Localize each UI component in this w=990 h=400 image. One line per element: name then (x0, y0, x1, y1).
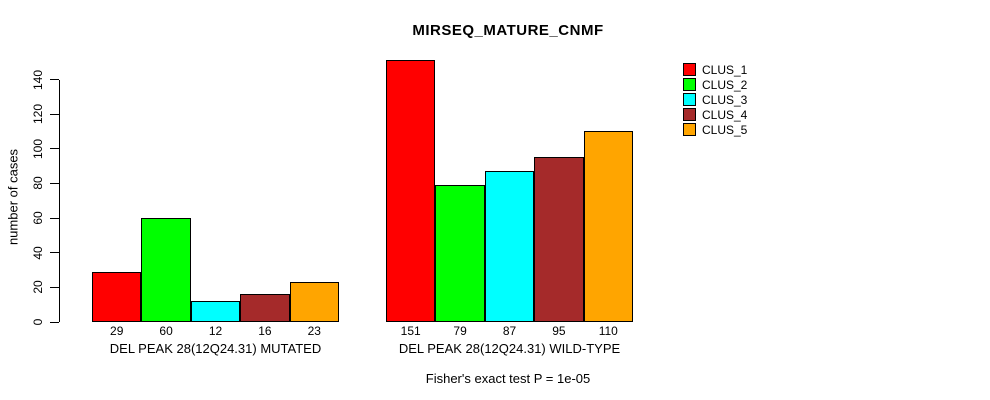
legend-label: CLUS_5 (702, 122, 748, 137)
fisher-test-annotation: Fisher's exact test P = 1e-05 (425, 371, 591, 386)
bar (534, 157, 584, 322)
legend-row: CLUS_5 (683, 122, 747, 137)
y-axis-tick-label: 40 (31, 246, 45, 260)
legend-row: CLUS_2 (683, 77, 747, 92)
chart-title: MIRSEQ_MATURE_CNMF (412, 22, 604, 39)
y-axis-tick (50, 252, 59, 254)
bar (141, 218, 191, 322)
y-axis-tick-label: 100 (31, 138, 45, 159)
y-axis-title: number of cases (5, 148, 21, 246)
y-axis-tick (50, 182, 59, 184)
bar (289, 282, 339, 322)
y-axis-tick-label: 120 (31, 104, 45, 125)
bar-value-label: 16 (258, 324, 272, 338)
bar (240, 294, 290, 322)
y-axis-tick-label: 80 (31, 176, 45, 191)
bar-value-label: 60 (159, 324, 173, 338)
y-axis-tick (50, 148, 59, 150)
y-axis-tick-label: 140 (31, 69, 45, 90)
y-axis-tick (50, 217, 59, 219)
bar-value-label: 79 (453, 324, 467, 338)
bar-value-label: 23 (307, 324, 321, 338)
y-axis-line (59, 79, 60, 322)
legend-swatch (683, 63, 696, 76)
legend-label: CLUS_1 (702, 62, 748, 77)
legend-label: CLUS_2 (702, 77, 748, 92)
legend: CLUS_1 CLUS_2 CLUS_3 CLUS_4 CLUS_5 (683, 62, 747, 137)
bar (435, 185, 485, 322)
bar-value-label: 95 (552, 324, 566, 338)
y-axis-tick (50, 321, 59, 323)
bar-value-label: 110 (598, 324, 618, 338)
y-axis-tick (50, 113, 59, 115)
bar (386, 60, 436, 322)
bar-value-label: 12 (208, 324, 223, 338)
bar-value-label: 29 (110, 324, 124, 338)
legend-swatch (683, 78, 696, 91)
legend-label: CLUS_4 (702, 107, 748, 122)
bar (92, 271, 142, 322)
legend-swatch (683, 123, 696, 136)
y-axis-tick (50, 79, 59, 80)
bar-value-label: 87 (502, 324, 517, 338)
y-axis-tick-label: 20 (31, 280, 45, 295)
legend-swatch (683, 93, 696, 106)
group-label: DEL PEAK 28(12Q24.31) WILD-TYPE (398, 341, 621, 356)
legend-label: CLUS_3 (702, 92, 748, 107)
group-label: DEL PEAK 28(12Q24.31) MUTATED (109, 341, 322, 356)
bar (190, 301, 241, 322)
legend-row: CLUS_1 (683, 62, 747, 77)
y-axis-tick (50, 286, 59, 288)
bar (484, 171, 535, 322)
y-axis-tick-label: 60 (31, 211, 45, 225)
bar-value-label: 151 (400, 324, 421, 338)
legend-row: CLUS_3 (683, 92, 747, 107)
legend-row: CLUS_4 (683, 107, 747, 122)
bar (583, 131, 633, 322)
y-axis-tick-label: 0 (31, 318, 45, 326)
legend-swatch (683, 108, 696, 121)
